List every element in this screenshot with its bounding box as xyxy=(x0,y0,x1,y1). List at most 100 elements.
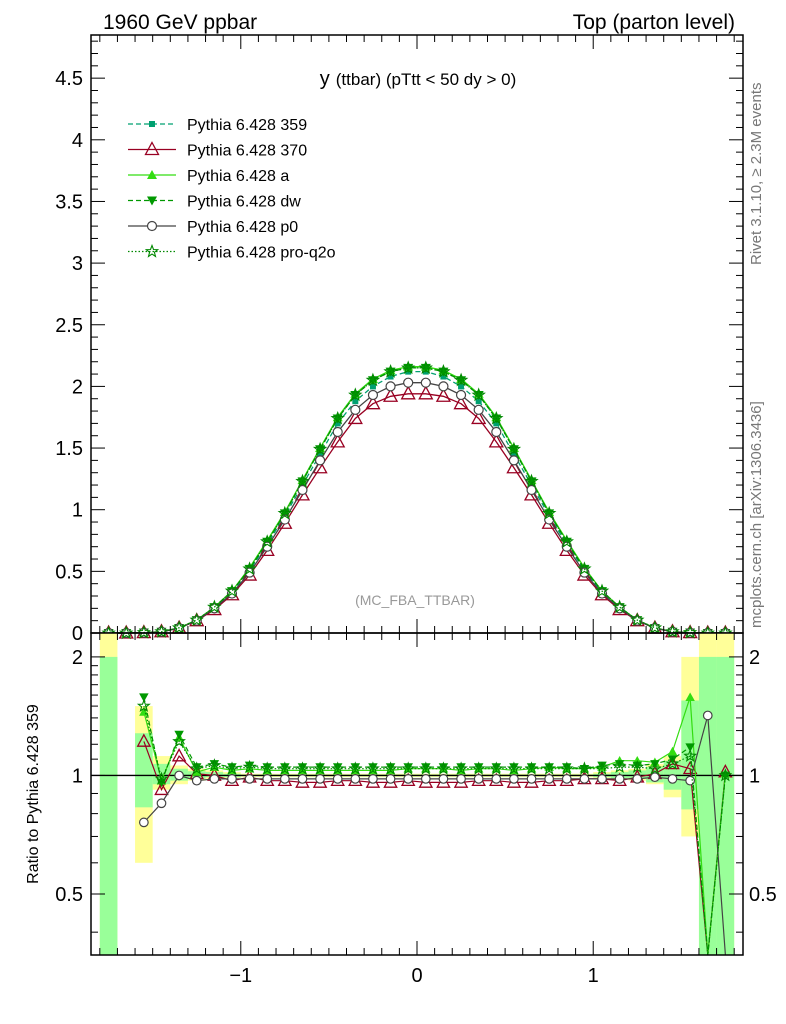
ratio-point-pro-q2o xyxy=(136,698,151,712)
point-p0 xyxy=(508,455,520,466)
ratio-point-p0 xyxy=(614,774,625,784)
point-370 xyxy=(330,433,346,448)
ratio-y-tick-label-right: 1 xyxy=(749,765,760,787)
main-y-tick-label: 0 xyxy=(72,623,83,645)
ratio-panel: 0.5 0.5 1 1 2 2 −1 0 1 Ratio to Pythia 6.428 359 xyxy=(25,632,777,987)
ratio-line-dw xyxy=(143,697,726,956)
ratio-point-p0 xyxy=(544,774,555,784)
point-pro-q2o xyxy=(524,473,539,488)
point-359 xyxy=(458,383,465,390)
point-370 xyxy=(418,385,434,400)
ratio-series-p0 xyxy=(138,710,726,956)
point-pro-q2o xyxy=(471,387,486,402)
ratio-point-dw xyxy=(209,760,220,769)
ratio-point-p0 xyxy=(209,774,220,784)
ratio-point-pro-q2o xyxy=(207,758,222,772)
ratio-point-pro-q2o xyxy=(524,761,539,775)
ratio-point-p0 xyxy=(332,774,343,784)
ratio-point-pro-q2o xyxy=(489,761,504,775)
point-359 xyxy=(369,383,376,390)
analysis-label: (MC_FBA_TTBAR) xyxy=(355,592,475,608)
ratio-point-p0 xyxy=(702,710,713,721)
point-p0 xyxy=(314,455,326,466)
ratio-point-dw xyxy=(438,763,449,772)
point-pro-q2o xyxy=(418,360,433,375)
legend-label-dw: Pythia 6.428 dw xyxy=(187,194,301,211)
legend-label-a: Pythia 6.428 a xyxy=(187,168,289,185)
x-tick-label: −1 xyxy=(229,965,252,987)
point-p0 xyxy=(420,377,431,388)
ratio-point-p0 xyxy=(315,774,325,784)
point-pro-q2o xyxy=(489,410,504,425)
point-370 xyxy=(347,410,363,425)
point-pro-q2o xyxy=(277,505,292,520)
plot-title: y (ttbar) (pTtt < 50 dy > 0) xyxy=(320,68,516,90)
ratio-point-pro-q2o xyxy=(330,761,345,775)
legend-marker-pro-q2o xyxy=(144,243,160,258)
rivet-label: Rivet 3.1.10, ≥ 2.3M events xyxy=(748,83,765,266)
x-tick-label: 0 xyxy=(411,965,422,987)
ratio-point-dw xyxy=(614,760,625,769)
main-y-tick-label: 3.5 xyxy=(55,191,83,213)
ratio-point-pro-q2o xyxy=(630,759,645,773)
point-p0 xyxy=(332,426,343,438)
ratio-point-pro-q2o xyxy=(172,734,186,748)
point-pro-q2o xyxy=(594,583,610,598)
point-p0 xyxy=(561,541,572,552)
ratio-point-370 xyxy=(136,733,152,747)
header-left: 1960 GeV ppbar xyxy=(103,11,257,34)
ratio-point-p0 xyxy=(191,775,202,786)
ratio-point-p0 xyxy=(138,817,149,828)
main-y-tick-labels: 0 0.5 1 1.5 2 2.5 3 3.5 4 4.5 xyxy=(55,68,83,645)
point-pro-q2o xyxy=(577,561,592,575)
ratio-y-tick-label-right: 2 xyxy=(749,647,760,669)
point-370 xyxy=(365,395,381,410)
ratio-point-dw xyxy=(280,763,290,772)
ratio-point-p0 xyxy=(420,774,431,784)
legend-marker-a xyxy=(147,170,157,179)
ratio-point-dw xyxy=(403,763,413,772)
legend-entry-pro-q2o: Pythia 6.428 pro-q2o xyxy=(128,243,336,262)
point-pro-q2o xyxy=(383,363,398,378)
point-pro-q2o xyxy=(506,441,522,456)
ratio-point-pro-q2o xyxy=(154,771,169,785)
point-pro-q2o xyxy=(154,624,169,638)
ratio-point-pro-q2o xyxy=(648,761,662,775)
ratio-line-pro-q2o xyxy=(143,705,726,956)
ratio-point-a xyxy=(667,746,678,756)
ratio-point-pro-q2o xyxy=(683,748,698,763)
point-370 xyxy=(382,387,399,402)
legend-entry-dw: Pythia 6.428 dw xyxy=(128,194,301,211)
series-pro-q2o xyxy=(101,360,733,640)
point-pro-q2o xyxy=(542,505,557,520)
point-370 xyxy=(488,433,504,448)
ratio-point-pro-q2o xyxy=(436,761,451,775)
point-370 xyxy=(471,410,487,425)
ratio-point-p0 xyxy=(650,772,660,783)
ratio-point-p0 xyxy=(509,774,519,784)
main-y-tick-label: 1.5 xyxy=(55,438,83,460)
ratio-point-p0 xyxy=(297,774,308,784)
ratio-point-p0 xyxy=(262,774,273,784)
point-pro-q2o xyxy=(401,360,416,375)
ratio-tick-labels: 0.5 0.5 1 1 2 2 −1 0 1 xyxy=(55,647,777,987)
point-pro-q2o xyxy=(295,473,310,488)
point-370 xyxy=(453,395,469,410)
ratio-point-p0 xyxy=(385,774,396,784)
ratio-y-tick-label-left: 2 xyxy=(72,647,83,669)
plot-title-var: y xyxy=(320,68,330,90)
point-pro-q2o xyxy=(330,410,345,425)
ratio-point-dw xyxy=(526,763,537,772)
point-p0 xyxy=(367,389,379,401)
ratio-y-tick-label-left: 1 xyxy=(72,765,83,787)
ratio-point-pro-q2o xyxy=(189,761,204,775)
point-pro-q2o xyxy=(647,620,663,634)
point-pro-q2o xyxy=(365,372,381,387)
point-370 xyxy=(523,486,540,501)
legend: Pythia 6.428 359 Pythia 6.428 370 Pythia 6… xyxy=(128,117,336,262)
ratio-point-pro-q2o xyxy=(471,761,486,775)
point-pro-q2o xyxy=(559,534,574,548)
ratio-point-dw xyxy=(385,763,396,772)
ratio-point-dw xyxy=(544,763,554,772)
ratio-bands xyxy=(99,633,735,955)
